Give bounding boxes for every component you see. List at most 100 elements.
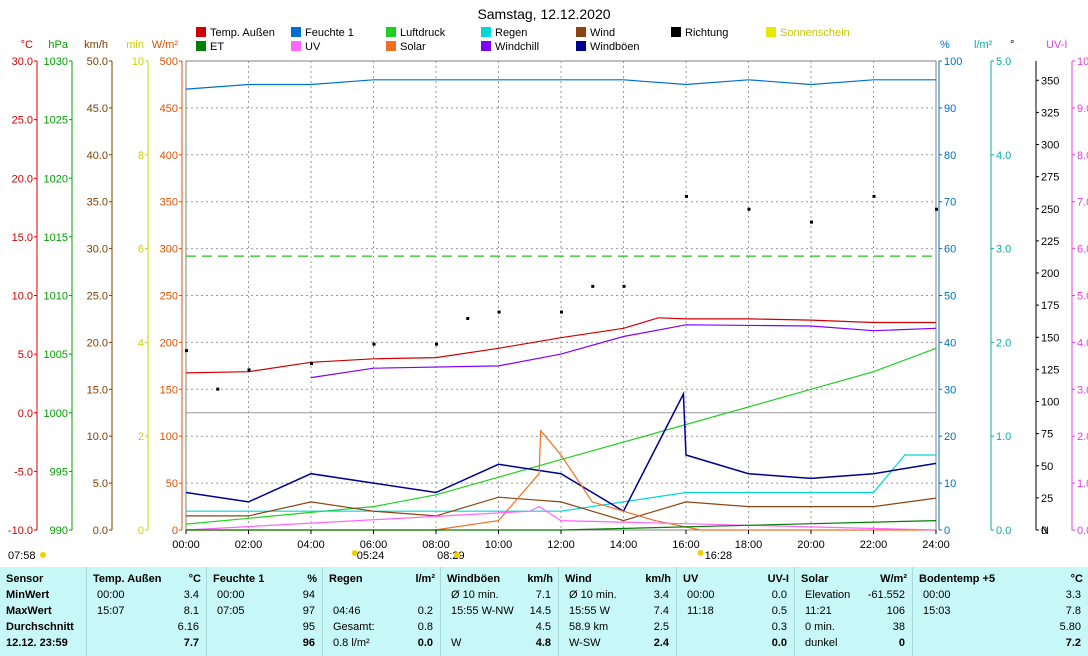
x-tick-label-5: 10:00 [485,539,513,551]
legend-swatch-6 [766,27,776,37]
cell-value: 106 [886,605,905,617]
axis-tick-label-7-8: 150 [1041,332,1059,344]
daylight-label: 07:58 [8,550,36,562]
axis-unit-2: km/h [84,39,108,51]
cell-label: 15:55 W [569,605,610,617]
legend-swatch-0 [196,27,206,37]
axis-tick-label-8-0: 10.0 [1077,56,1088,68]
axis-tick-label-8-10: 0.0 [1077,525,1088,537]
axis-unit-5: % [940,39,950,51]
axis-tick-label-8-3: 7.0 [1077,197,1088,209]
axis-tick-label-0-5: 5.0 [18,349,33,361]
cell-label: Ø 10 min. [569,589,617,601]
axis-tick-label-5-5: 50 [944,291,956,303]
cell-value: 0.0 [771,589,787,601]
cell-value: 4.5 [535,621,551,633]
section-title: Regen [329,573,363,585]
cell-value: 3.3 [1065,589,1081,601]
section-unit: UV-I [767,573,789,585]
point-richtung-9 [591,284,595,288]
cell-value: 6.16 [177,621,199,633]
axis-tick-label-0-8: -10.0 [8,525,33,537]
axis-tick-label-4-7: 150 [160,384,178,396]
axis-tick-label-4-8: 100 [160,431,178,443]
weather-chart: Samstag, 12.12.2020 Temp. Außen Feuchte 1… [8,6,1088,562]
series-line-3 [186,454,936,512]
solar-start-label: 08:29 [437,550,465,562]
axis-tick-label-1-1: 1025 [44,115,68,127]
point-richtung-10 [622,284,626,288]
legend-swatch-4 [576,27,586,37]
axis-unit-8: UV-I [1046,39,1067,51]
cell-label: W-SW [569,637,601,649]
axis-tick-label-7-3: 275 [1041,172,1059,184]
point-richtung-1 [216,387,220,391]
legend-swatch-10 [481,41,491,51]
row-label-min: MinWert [6,589,50,601]
axis-tick-label-1-2: 1020 [44,173,68,185]
x-axis: 00:00 02:00 04:00 06:00 08:00 10:00 12:00 14:00… [8,530,950,562]
axis-tick-label-0-7: -5.0 [14,466,33,478]
axis-tick-label-3-2: 6 [138,244,144,256]
x-tick-label-6: 12:00 [547,539,575,551]
axis-unit-0: °C [21,39,33,51]
axis-tick-label-4-4: 300 [160,244,178,256]
cell-value: 2.4 [653,637,669,649]
cell-label: 00:00 [923,589,951,601]
axis-tick-label-7-9: 125 [1041,364,1059,376]
axis-tick-label-3-0: 10 [132,56,144,68]
cell-value: 7.2 [1065,637,1081,649]
x-tick-label-2: 04:00 [297,539,325,551]
axis-tick-label-7-2: 300 [1041,140,1059,152]
axis-unit-7: ° [1010,39,1014,51]
x-tick-label-7: 14:00 [610,539,638,551]
axis-tick-label-2-7: 15.0 [87,384,108,396]
row-label-current: 12.12. 23:59 [6,637,68,649]
axis-tick-label-1-8: 990 [50,525,68,537]
legend-label-8: UV [305,41,321,53]
axis-tick-label-8-9: 1.0 [1077,478,1088,490]
row-label-avg: Durchschnitt [6,621,74,633]
cell-label: 00:00 [687,589,715,601]
section-unit: % [307,573,317,585]
axis-unit-6: l/m² [974,39,993,51]
cell-label: 15:07 [97,605,125,617]
axis-tick-label-5-0: 100 [944,56,962,68]
axis-north-label: N [1041,525,1049,537]
x-tick-label-9: 18:00 [735,539,763,551]
cell-value: -61.552 [867,589,905,601]
section-title: Bodentemp +5 [919,573,996,585]
legend-label-11: Windböen [590,41,640,53]
x-tick-label-11: 22:00 [860,539,888,551]
axis-tick-label-8-2: 8.0 [1077,150,1088,162]
series-line-2 [185,347,937,525]
axis-tick-label-8-6: 4.0 [1077,337,1088,349]
axis-tick-label-4-9: 50 [166,478,178,490]
sun-icon-left [40,552,46,558]
axis-tick-label-4-5: 250 [160,291,178,303]
stats-section-4: Wind km/h Ø 10 min. 3.4 15:55 W 7.4 58.9 km 2.5… [558,567,677,656]
axis-tick-label-7-6: 200 [1041,268,1059,280]
axis-tick-label-7-4: 250 [1041,204,1059,216]
cell-value: 2.5 [653,621,669,633]
cell-value: 97 [302,605,315,617]
cell-label: W [451,637,462,649]
cell-value: 38 [892,621,905,633]
axis-tick-label-0-3: 15.0 [12,232,33,244]
x-tick-label-12: 24:00 [922,539,950,551]
axis-tick-label-1-0: 1030 [44,56,68,68]
axis-tick-label-1-4: 1010 [44,291,68,303]
axis-tick-label-0-1: 25.0 [12,115,33,127]
cell-value: 7.4 [653,605,669,617]
cell-value: 0.0 [771,637,787,649]
x-tick-label-4: 08:00 [422,539,450,551]
section-title: Temp. Außen [93,573,162,585]
point-richtung-8 [560,310,563,314]
series-line-4 [186,496,937,522]
axis-tick-label-0-6: 0.0 [18,408,33,420]
axis-tick-label-2-10: 0.0 [93,525,108,537]
cell-label: Ø 10 min. [451,589,499,601]
legend-swatch-2 [386,27,396,37]
axis-tick-label-7-0: 350 [1041,75,1059,87]
stats-section-5: UV UV-I 00:00 0.0 11:18 0.5 0.3 0.0 [676,567,795,656]
